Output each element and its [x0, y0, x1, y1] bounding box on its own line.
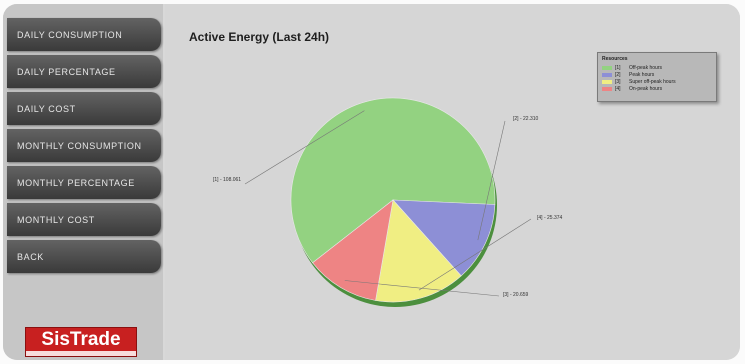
legend-item: [2] Peak hours — [602, 71, 712, 78]
nav-monthly-percentage-button[interactable]: MONTHLY PERCENTAGE — [7, 166, 161, 199]
slice-label-3: [4] - 25.374 — [537, 215, 563, 221]
legend-swatch — [602, 79, 612, 84]
chart-panel: Active Energy (Last 24h) [1] - 108.061 [2… — [165, 4, 740, 360]
legend-name: Off-peak hours — [629, 64, 662, 71]
pie-slice-1[interactable] — [290, 97, 496, 264]
chart-legend: Resources [1] Off-peak hours [2] Peak hours… — [597, 52, 717, 102]
slice-label-1: [1] - 108.061 — [213, 177, 241, 183]
pie-slice-3[interactable] — [375, 199, 462, 303]
sidebar: DAILY CONSUMPTION DAILY PERCENTAGE DAILY… — [3, 4, 163, 360]
legend-name: Peak hours — [629, 71, 655, 78]
legend-code: [1] — [615, 64, 621, 71]
legend-item: [1] Off-peak hours — [602, 64, 712, 71]
nav-back-button[interactable]: BACK — [7, 240, 161, 273]
legend-code: [4] — [615, 85, 621, 92]
legend-swatch — [602, 72, 612, 77]
slice-leader-line-3 — [418, 218, 532, 291]
nav-monthly-cost-button[interactable]: MONTHLY COST — [7, 203, 161, 236]
app-frame: DAILY CONSUMPTION DAILY PERCENTAGE DAILY… — [3, 4, 740, 360]
legend-item: [3] Super off-peak hours — [602, 78, 712, 85]
slice-leader-line-4 — [344, 280, 500, 297]
legend-swatch — [602, 65, 612, 70]
chart-title: Active Energy (Last 24h) — [189, 30, 330, 44]
pie-chart: [1] - 108.061 [2] - 22.310 [4] - 25.374 [3]… — [213, 97, 563, 307]
logo-text: SisTrade — [41, 329, 121, 350]
nav-monthly-consumption-button[interactable]: MONTHLY CONSUMPTION — [7, 129, 161, 162]
slice-leader-line-2 — [477, 120, 506, 241]
legend-name: On-peak hours — [629, 85, 663, 92]
logo-underline — [26, 351, 136, 356]
nav-daily-consumption-button[interactable]: DAILY CONSUMPTION — [7, 18, 161, 51]
legend-swatch — [602, 86, 612, 91]
slice-label-4: [3] - 20.659 — [503, 292, 529, 298]
legend-code: [3] — [615, 78, 621, 85]
slice-leader-line-1 — [244, 110, 365, 185]
nav-daily-cost-button[interactable]: DAILY COST — [7, 92, 161, 125]
legend-name: Super off-peak hours — [629, 78, 676, 85]
sistrade-logo: SisTrade — [25, 327, 137, 357]
nav-daily-percentage-button[interactable]: DAILY PERCENTAGE — [7, 55, 161, 88]
pie-slice-2[interactable] — [392, 199, 496, 277]
legend-code: [2] — [615, 71, 621, 78]
legend-title: Resources — [602, 56, 628, 62]
pie-slice-4[interactable] — [312, 199, 394, 301]
legend-items: [1] Off-peak hours [2] Peak hours [3] Super o… — [602, 64, 712, 92]
legend-item: [4] On-peak hours — [602, 85, 712, 92]
slice-label-2: [2] - 22.310 — [513, 116, 539, 122]
